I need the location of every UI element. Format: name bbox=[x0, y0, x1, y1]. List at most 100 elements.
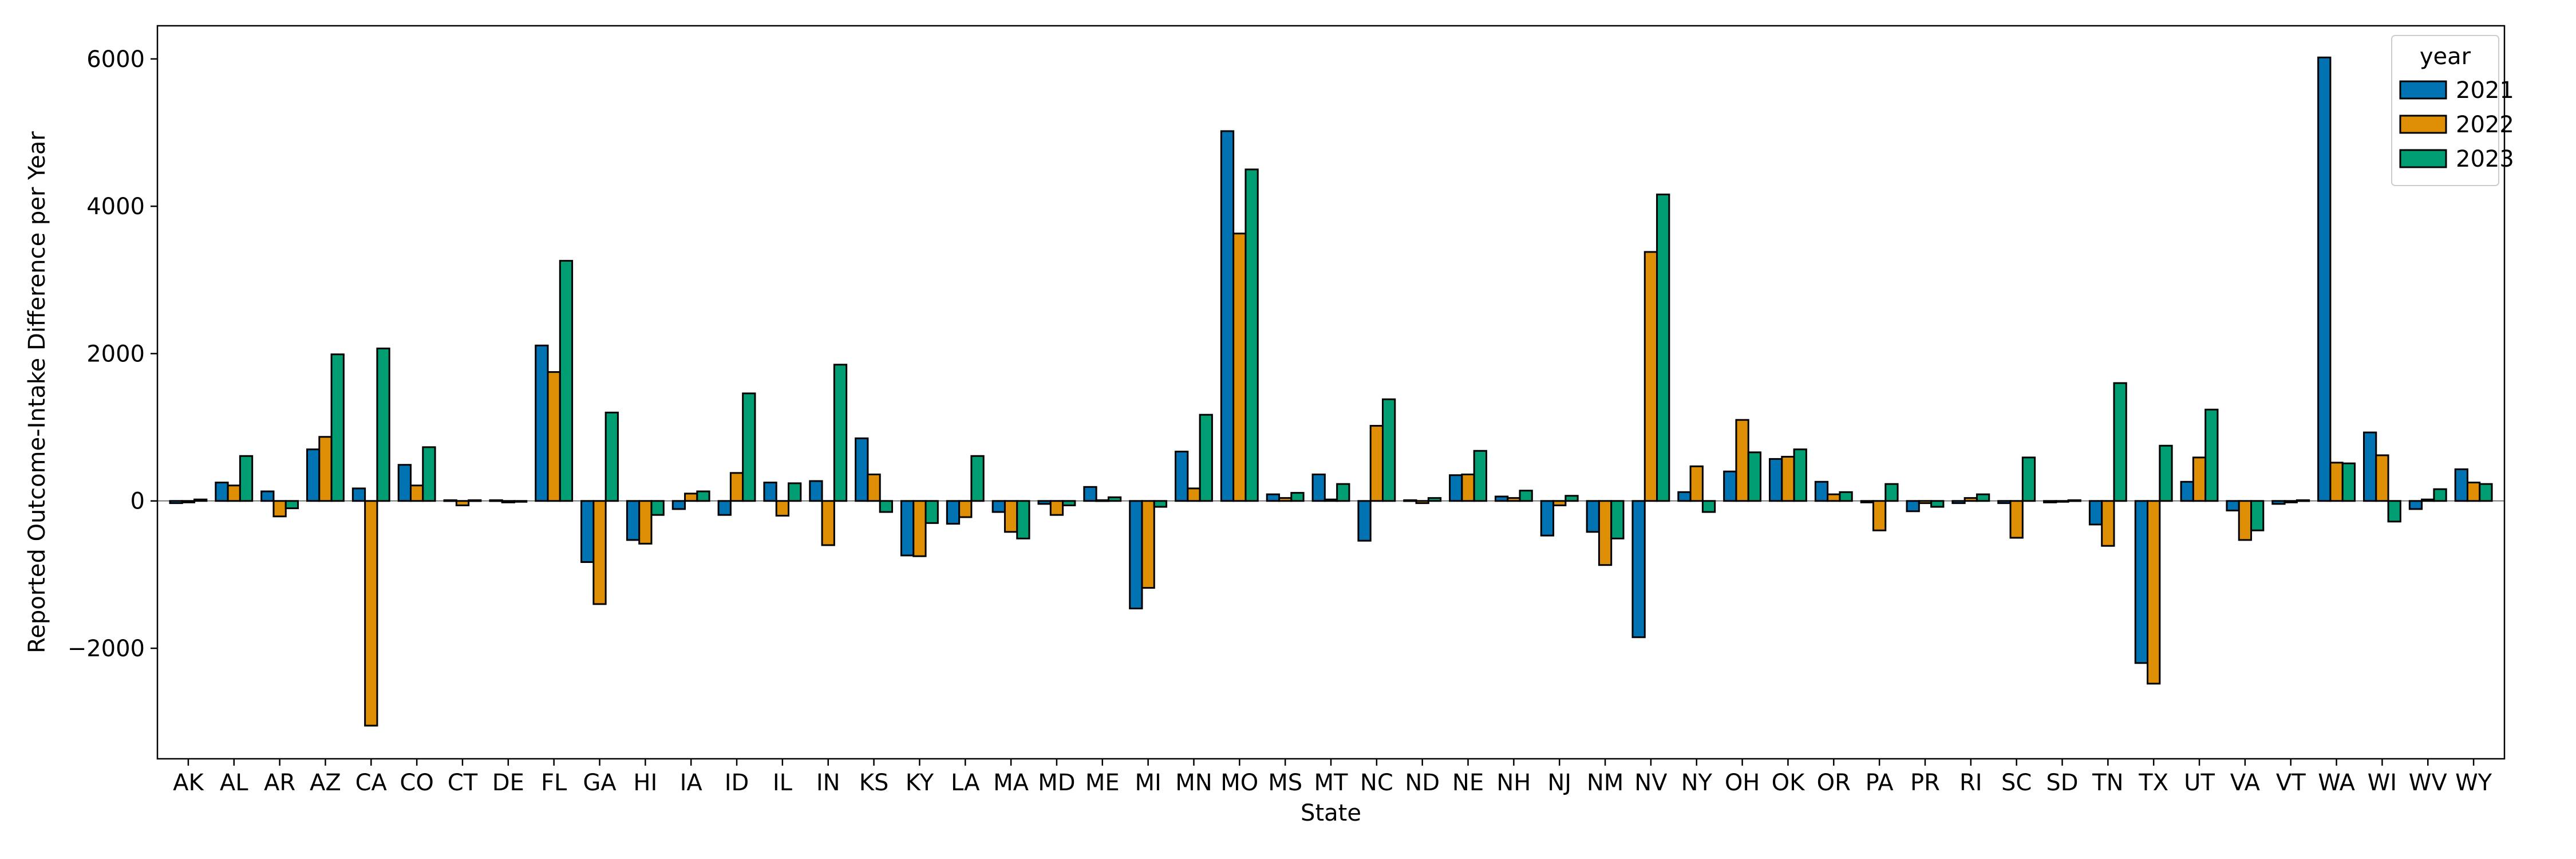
bar-hi-2023 bbox=[650, 500, 665, 516]
bar-or-2023 bbox=[1839, 491, 1853, 502]
bar-md-2023 bbox=[1062, 500, 1076, 506]
x-tick-label: NE bbox=[1452, 770, 1484, 796]
bar-in-2022 bbox=[821, 500, 835, 546]
bar-ar-2022 bbox=[272, 500, 287, 518]
x-tick-label: HI bbox=[633, 770, 657, 796]
bar-ar-2021 bbox=[260, 490, 275, 502]
x-tick-label: NJ bbox=[1547, 770, 1571, 796]
x-tick-label: MT bbox=[1314, 770, 1349, 796]
bar-tx-2022 bbox=[2147, 500, 2161, 685]
bar-vt-2021 bbox=[2271, 500, 2286, 505]
bar-nc-2022 bbox=[1369, 425, 1384, 502]
bar-co-2022 bbox=[409, 484, 424, 502]
bar-ms-2023 bbox=[1290, 492, 1305, 502]
legend-swatch-2022 bbox=[2399, 115, 2447, 134]
x-tick-label: WI bbox=[2368, 770, 2397, 796]
x-tick-label: IL bbox=[773, 770, 793, 796]
bar-va-2022 bbox=[2238, 500, 2253, 541]
bar-ca-2022 bbox=[364, 500, 378, 727]
x-tick-label: AL bbox=[220, 770, 248, 796]
x-tick-label: OH bbox=[1725, 770, 1760, 796]
bar-ga-2022 bbox=[592, 500, 607, 605]
bar-mo-2021 bbox=[1220, 130, 1235, 502]
bar-la-2022 bbox=[958, 500, 973, 518]
bar-ri-2021 bbox=[1951, 500, 1966, 505]
plot-frame bbox=[156, 25, 2506, 760]
bar-me-2021 bbox=[1083, 486, 1097, 502]
bar-mn-2022 bbox=[1187, 487, 1201, 502]
x-tick-label: NY bbox=[1681, 770, 1713, 796]
x-axis-label: State bbox=[1301, 800, 1361, 826]
bar-md-2021 bbox=[1037, 500, 1052, 505]
x-tick-label: MO bbox=[1220, 770, 1258, 796]
bar-nh-2022 bbox=[1507, 497, 1521, 502]
bar-ut-2023 bbox=[2204, 408, 2219, 502]
bar-ks-2021 bbox=[855, 437, 869, 502]
bar-sc-2022 bbox=[2009, 500, 2024, 539]
bar-fl-2023 bbox=[559, 259, 574, 502]
bar-wy-2023 bbox=[2479, 483, 2493, 502]
bar-ia-2021 bbox=[671, 500, 686, 510]
bar-nd-2023 bbox=[1427, 497, 1442, 502]
bar-md-2022 bbox=[1049, 500, 1064, 516]
bar-mo-2022 bbox=[1232, 233, 1247, 502]
bar-nv-2021 bbox=[1631, 500, 1646, 639]
bar-al-2021 bbox=[215, 482, 229, 502]
bar-pr-2021 bbox=[1906, 500, 1920, 513]
bar-nc-2023 bbox=[1381, 398, 1396, 502]
x-tick-label: WA bbox=[2318, 770, 2355, 796]
bar-nh-2021 bbox=[1494, 495, 1509, 502]
bar-la-2021 bbox=[946, 500, 961, 525]
bar-pr-2022 bbox=[1918, 500, 1933, 505]
legend-swatch-2021 bbox=[2399, 80, 2447, 100]
bar-wa-2021 bbox=[2317, 56, 2332, 502]
bar-nh-2023 bbox=[1519, 490, 1533, 502]
x-tick-label: OR bbox=[1817, 770, 1851, 796]
bar-in-2021 bbox=[809, 480, 823, 502]
bar-ma-2023 bbox=[1016, 500, 1030, 539]
bar-ma-2021 bbox=[991, 500, 1006, 513]
bar-nc-2021 bbox=[1357, 500, 1372, 542]
bar-wi-2021 bbox=[2362, 431, 2377, 502]
x-tick-label: ID bbox=[725, 770, 749, 796]
bar-la-2023 bbox=[970, 455, 985, 502]
legend-swatch-2023 bbox=[2399, 149, 2447, 168]
bar-mi-2021 bbox=[1129, 500, 1143, 610]
bar-wi-2023 bbox=[2387, 500, 2401, 523]
x-tick-label: MA bbox=[993, 770, 1029, 796]
bar-ca-2023 bbox=[376, 347, 390, 502]
legend-label-2023: 2023 bbox=[2456, 146, 2514, 172]
x-tick-label: KS bbox=[859, 770, 889, 796]
x-tick-label: MD bbox=[1038, 770, 1075, 796]
legend-items: 2021 2022 2023 bbox=[2399, 77, 2514, 172]
bar-il-2022 bbox=[775, 500, 790, 517]
bar-sc-2023 bbox=[2021, 456, 2036, 502]
y-axis-ticks: −2000 0 2000 4000 6000 bbox=[68, 46, 157, 662]
bar-ky-2023 bbox=[924, 500, 939, 524]
x-tick-label: WV bbox=[2409, 770, 2448, 796]
bar-pa-2022 bbox=[1872, 500, 1887, 531]
x-tick-label: VT bbox=[2276, 770, 2306, 796]
bar-ne-2022 bbox=[1461, 473, 1475, 502]
x-tick-label: AZ bbox=[310, 770, 341, 796]
x-tick-label: MS bbox=[1268, 770, 1302, 796]
bar-ri-2022 bbox=[1963, 497, 1978, 502]
bar-wy-2022 bbox=[2466, 482, 2481, 502]
bar-ri-2023 bbox=[1976, 493, 1990, 502]
bar-mi-2023 bbox=[1153, 500, 1168, 508]
bar-ky-2021 bbox=[900, 500, 915, 557]
bar-tx-2023 bbox=[2159, 444, 2173, 502]
x-tick-label: VA bbox=[2230, 770, 2261, 796]
bar-nj-2022 bbox=[1552, 500, 1567, 506]
bar-me-2023 bbox=[1107, 496, 1122, 502]
bar-hi-2021 bbox=[626, 500, 641, 541]
bar-mn-2023 bbox=[1199, 413, 1213, 502]
bar-mt-2021 bbox=[1311, 473, 1326, 502]
bar-il-2021 bbox=[763, 482, 777, 502]
bar-al-2023 bbox=[239, 455, 254, 502]
bar-ky-2022 bbox=[912, 500, 927, 557]
bars-layer bbox=[169, 56, 2493, 727]
bar-ca-2021 bbox=[351, 487, 366, 502]
x-tick-label: IN bbox=[816, 770, 840, 796]
x-tick-label: SD bbox=[2046, 770, 2078, 796]
